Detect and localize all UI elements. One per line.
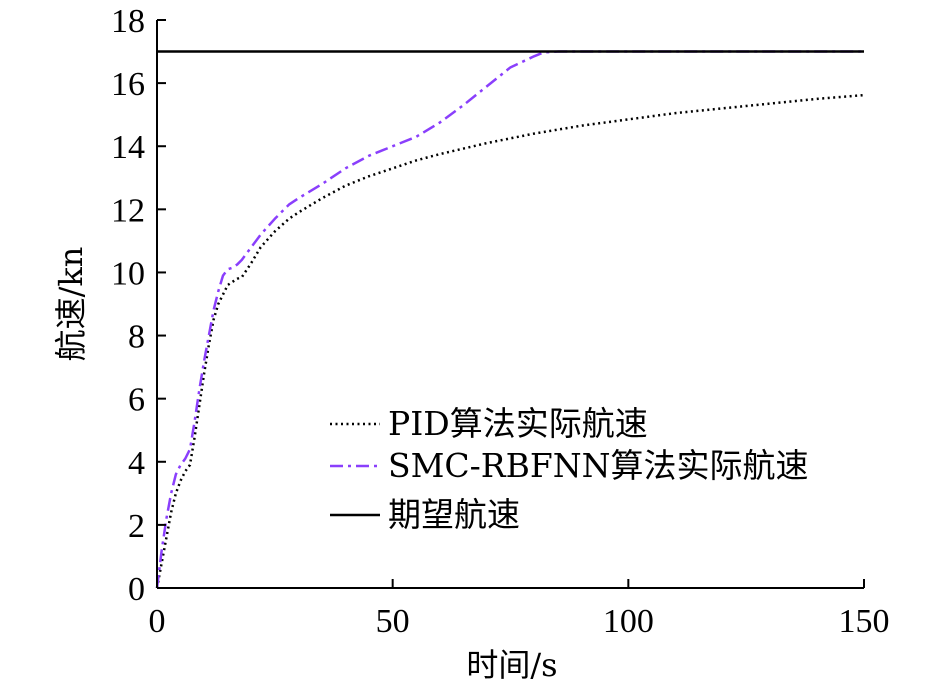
x-axis-title: 时间/s	[466, 646, 557, 684]
legend: PID算法实际航速 SMC-RBFNN算法实际航速 期望航速	[330, 404, 809, 534]
y-tick-label: 16	[111, 66, 145, 103]
axes	[156, 20, 864, 589]
y-ticks: 0 2 4 6 8 10 12 14 16 18	[111, 3, 166, 608]
x-tick-label: 50	[376, 603, 410, 640]
plot-area	[155, 50, 865, 589]
y-tick-label: 4	[128, 445, 145, 482]
series-line-pid	[155, 93, 865, 589]
y-tick-label: 2	[128, 508, 145, 545]
y-axis-title: 航速/kn	[52, 247, 90, 362]
legend-label-pid: PID算法实际航速	[388, 404, 648, 443]
y-tick-label: 6	[128, 382, 145, 419]
y-tick-label: 0	[128, 571, 145, 608]
y-tick-label: 8	[128, 319, 145, 356]
legend-label-smc-rbfnn: SMC-RBFNN算法实际航速	[388, 446, 809, 485]
x-tick-label: 100	[603, 603, 654, 640]
y-tick-label: 14	[111, 129, 145, 166]
y-tick-label: 10	[111, 255, 145, 292]
x-tick-label: 150	[839, 603, 890, 640]
x-tick-label: 0	[149, 603, 166, 640]
y-tick-label: 12	[111, 192, 145, 229]
legend-label-desired: 期望航速	[388, 495, 520, 534]
y-tick-label: 18	[111, 3, 145, 40]
x-ticks: 0 50 100 150	[149, 579, 890, 640]
